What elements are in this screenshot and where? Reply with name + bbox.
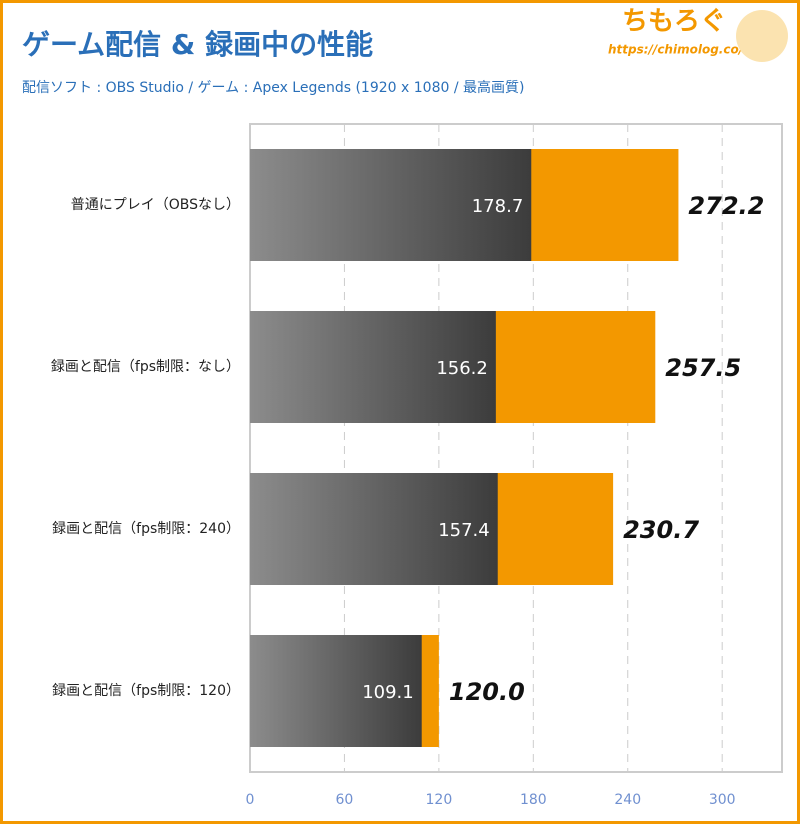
- x-tick-label: 180: [520, 792, 547, 808]
- x-tick-label: 120: [426, 792, 453, 808]
- bar: [250, 149, 532, 261]
- bar: [250, 635, 422, 747]
- logo-url: https://chimolog.co/: [608, 43, 745, 57]
- x-tick-label: 240: [614, 792, 641, 808]
- chart-title: ゲーム配信 & 録画中の性能: [22, 28, 373, 61]
- value-label: 157.4: [438, 520, 490, 541]
- mascot: [736, 10, 788, 62]
- value-label: 257.5: [665, 354, 741, 382]
- x-tick-label: 60: [336, 792, 354, 808]
- y-tick-label: 普通にプレイ（OBSなし）: [71, 197, 240, 213]
- y-tick-label: 録画と配信（fps制限：なし）: [51, 359, 240, 375]
- value-label: 178.7: [472, 196, 524, 217]
- value-label: 156.2: [436, 358, 488, 379]
- chart-subtitle: 配信ソフト : OBS Studio / ゲーム : Apex Legends …: [22, 79, 524, 96]
- logo: ちもろぐ: [622, 7, 726, 37]
- x-tick-label: 0: [246, 792, 255, 808]
- value-label: 272.2: [688, 192, 764, 220]
- bar: [250, 311, 496, 423]
- value-label: 120.0: [449, 678, 525, 706]
- y-tick-label: 録画と配信（fps制限：120）: [52, 683, 240, 699]
- x-tick-label: 300: [709, 792, 736, 808]
- bar: [250, 473, 498, 585]
- y-tick-label: 録画と配信（fps制限：240）: [52, 521, 240, 537]
- value-label: 109.1: [362, 682, 414, 703]
- value-label: 230.7: [623, 516, 699, 544]
